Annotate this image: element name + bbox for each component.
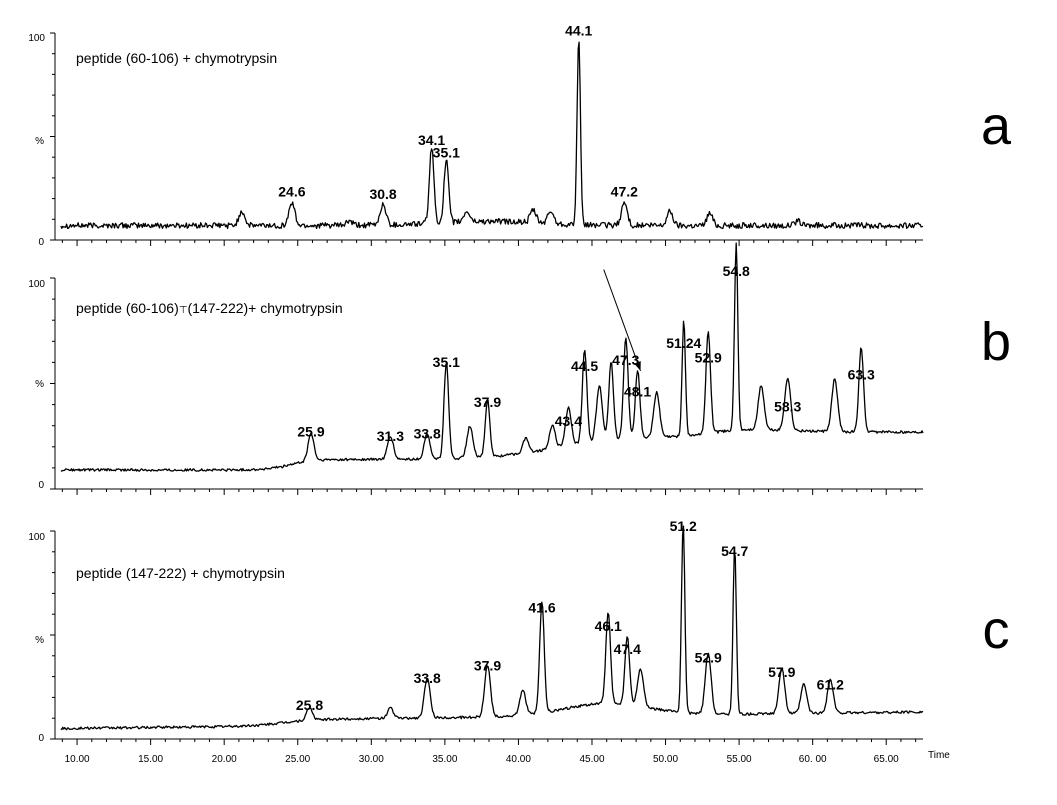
panel-c-y-axis-label: % [35, 635, 44, 646]
panel-b-letter: b [981, 312, 1011, 372]
panel-b-y-tick-100: 100 [28, 279, 45, 290]
x-tick-label: 15.00 [138, 754, 163, 765]
peak-label: 24.6 [278, 184, 305, 200]
x-tick-label: 25.00 [285, 754, 310, 765]
x-tick-label: 20.00 [212, 754, 237, 765]
panel-c-y-tick-0: 0 [38, 733, 44, 744]
peak-label: 25.9 [297, 424, 324, 440]
panel-b-trace [60, 242, 924, 472]
x-axis-title: Time [928, 750, 950, 761]
panel-c-peak-labels: 25.8 33.8 37.9 41.6 46.1 47.4 51.2 52.9 54.7 57.9… [296, 518, 844, 713]
x-axis-tick-labels: 10.00 15.00 20.00 25.00 30.00 35.00 40.00 45.00… [65, 754, 900, 765]
panel-a-peak-labels: 24.6 30.8 34.135.1 44.1 47.2 [278, 22, 638, 202]
peak-label: 41.6 [528, 599, 555, 615]
panel-b-title-symbol: ⊤ [179, 305, 188, 316]
panel-b-x-ticks [50, 277, 917, 495]
x-tick-label: 50.00 [653, 754, 678, 765]
x-tick-label: 55.00 [727, 754, 752, 765]
peak-label: 47.4 [614, 641, 641, 657]
panel-b-annotation-arrow [603, 269, 642, 372]
panel-a-trace [60, 41, 924, 230]
x-tick-label: 40.00 [506, 754, 531, 765]
panel-c-title: peptide (147-222) + chymotrypsin [76, 565, 285, 581]
peak-label: 51.24 [666, 335, 701, 351]
peak-label: 44.1 [565, 22, 592, 38]
panel-b-title-main: peptide (60-106) [76, 300, 179, 316]
peak-label: 51.2 [670, 518, 697, 534]
panel-b-title: peptide (60-106)⊤(147-222)+ chymotrypsin [76, 300, 343, 316]
peak-label: 37.9 [474, 394, 501, 410]
panel-c-letter: c [983, 600, 1010, 660]
panel-a-title: peptide (60-106) + chymotrypsin [76, 50, 277, 66]
peak-label: 52.9 [695, 649, 722, 665]
peak-label: 46.1 [595, 618, 622, 634]
panel-a-y-axis-label: % [35, 136, 44, 147]
peak-label: 30.8 [369, 186, 396, 202]
panel-b: 100 % 0 peptide (60-106)⊤(147-222)+ chym… [28, 242, 1011, 495]
x-tick-label: 65.00 [874, 754, 899, 765]
peak-label: 58.3 [774, 398, 801, 414]
peak-label: 63.3 [848, 367, 875, 383]
peak-label: 37.9 [474, 658, 501, 674]
peak-label: 54.7 [721, 543, 748, 559]
peak-label: 48.1 [624, 384, 651, 400]
panel-b-annotation-arrowhead [634, 361, 641, 371]
panel-b-title-suffix: (147-222)+ chymotrypsin [187, 300, 342, 316]
x-tick-label: 45.00 [579, 754, 604, 765]
panel-a-y-tick-100: 100 [28, 33, 45, 44]
peak-label: 52.9 [695, 350, 722, 366]
peak-label: 54.8 [723, 263, 750, 279]
peak-label: 33.8 [414, 426, 441, 442]
x-tick-label: 35.00 [432, 754, 457, 765]
peak-label: 35.1 [433, 144, 460, 160]
x-tick-label: 30.00 [359, 754, 384, 765]
peak-label: 43.4 [555, 413, 582, 429]
peak-label: 25.8 [296, 697, 323, 713]
peak-label: 35.1 [433, 354, 460, 370]
panel-a-letter: a [981, 96, 1012, 156]
peak-label: 34.1 [418, 132, 445, 148]
peak-label: 47.3 [612, 352, 639, 368]
peak-label: 61.2 [817, 676, 844, 692]
panel-c: 100 % 0 peptide (147-222) + chymotrypsin… [28, 518, 1010, 745]
panel-b-y-tick-0: 0 [38, 480, 44, 491]
panel-b-y-axis-label: % [35, 379, 44, 390]
x-tick-label: 10.00 [65, 754, 90, 765]
peak-label: 57.9 [768, 664, 795, 680]
panel-c-y-tick-100: 100 [28, 532, 45, 543]
x-tick-label: 60. 00 [799, 754, 827, 765]
panel-a: 100 % 0 peptide (60-106) + chymotrypsin … [28, 22, 1012, 248]
panel-c-trace [60, 525, 924, 731]
panel-a-x-ticks [50, 32, 917, 246]
peak-label: 33.8 [414, 670, 441, 686]
panel-c-x-ticks [50, 530, 917, 745]
peak-label: 31.3 [377, 428, 404, 444]
panel-b-peak-labels: 25.9 31.3 33.8 35.1 37.9 43.4 44.5 47.3 48.1 51.2… [297, 263, 875, 444]
panel-a-y-tick-0: 0 [38, 237, 44, 248]
peak-label: 47.2 [611, 184, 638, 200]
peak-label: 44.5 [571, 358, 598, 374]
